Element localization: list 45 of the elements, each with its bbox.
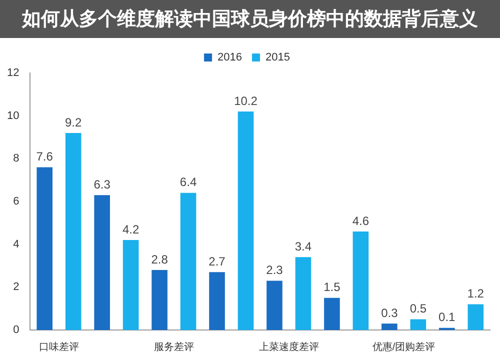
x-tick-label: 服务差评 <box>154 340 194 353</box>
data-label: 0.3 <box>381 306 398 320</box>
y-tick-label: 8 <box>13 152 20 165</box>
bar <box>382 324 398 330</box>
bar <box>295 257 312 330</box>
bar <box>266 280 282 330</box>
bar <box>65 132 82 330</box>
data-label: 10.2 <box>234 94 258 108</box>
data-label: 6.4 <box>180 175 197 190</box>
data-label: 4.6 <box>352 214 370 228</box>
legend-label: 2015 <box>266 52 290 64</box>
data-label: 2.8 <box>151 252 168 266</box>
chart-title: 如何从多个维度解读中国球员身价榜中的数据背后意义 <box>0 0 500 38</box>
data-label: 3.4 <box>294 239 312 254</box>
bar <box>36 167 53 330</box>
bar <box>122 240 139 330</box>
x-tick-label: 口味差评 <box>38 340 79 353</box>
bar <box>180 192 196 330</box>
data-label: 0.1 <box>438 310 456 324</box>
bar <box>152 270 168 330</box>
y-tick-label: 12 <box>6 67 20 80</box>
data-label: 7.6 <box>36 150 54 164</box>
y-tick-label: 2 <box>13 281 20 294</box>
bar <box>410 319 426 330</box>
bar <box>94 195 110 330</box>
x-tick-label: 上菜速度差评 <box>258 340 319 353</box>
bar <box>352 231 369 330</box>
data-label: 2.3 <box>266 263 284 278</box>
bar <box>324 298 340 330</box>
data-label: 6.3 <box>94 177 111 192</box>
data-label: 2.7 <box>208 254 226 268</box>
y-tick-label: 6 <box>13 196 20 208</box>
y-tick-label: 0 <box>13 324 20 336</box>
bar <box>238 112 254 330</box>
y-tick-label: 4 <box>13 238 20 250</box>
data-label: 0.5 <box>410 302 427 316</box>
x-tick-label: 优惠/团购差评 <box>372 340 436 353</box>
legend-label: 2016 <box>218 52 242 64</box>
bar <box>209 272 225 330</box>
data-label: 1.5 <box>324 280 341 294</box>
data-label: 1.2 <box>467 286 484 301</box>
data-label: 4.2 <box>122 222 140 236</box>
y-tick-label: 10 <box>6 110 20 122</box>
data-label: 9.2 <box>64 115 82 130</box>
bar <box>468 304 484 330</box>
